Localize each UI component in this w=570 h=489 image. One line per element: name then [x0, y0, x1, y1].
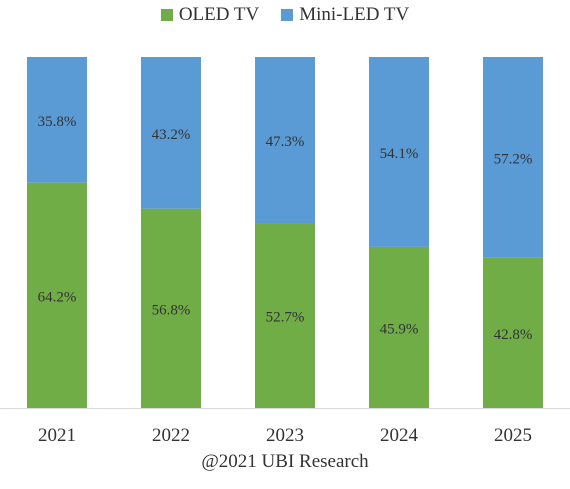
bar-oled-2025: [483, 257, 543, 408]
legend-swatch-mini-led: [281, 9, 294, 21]
x-tick-label-2022: 2022: [152, 425, 190, 446]
bar-mini-led-2021: [27, 57, 87, 183]
bar-oled-2021: [27, 182, 87, 408]
x-tick-label-2025: 2025: [494, 425, 532, 446]
bar-oled-2023: [255, 223, 315, 408]
data-label-oled-2024: 45.9%: [380, 321, 419, 337]
bar-mini-led-2024: [369, 57, 429, 247]
data-label-mini-led-2022: 43.2%: [152, 127, 191, 143]
bar-mini-led-2023: [255, 57, 315, 224]
x-tick-label-2023: 2023: [266, 425, 304, 446]
x-tick-label-2024: 2024: [380, 425, 419, 446]
x-tick-label-2021: 2021: [38, 425, 76, 446]
bar-mini-led-2025: [483, 57, 543, 258]
data-label-oled-2021: 64.2%: [38, 289, 77, 305]
chart-legend: OLED TV Mini-LED TV: [0, 4, 570, 26]
legend-swatch-oled: [160, 9, 173, 21]
legend-item-mini-led: Mini-LED TV: [281, 4, 409, 26]
bar-oled-2022: [141, 208, 201, 408]
bar-oled-2024: [369, 246, 429, 408]
chart-credit: @2021 UBI Research: [201, 451, 369, 472]
data-label-oled-2023: 52.7%: [266, 310, 305, 326]
data-label-mini-led-2023: 47.3%: [266, 134, 305, 150]
legend-label-oled: OLED TV: [178, 4, 260, 25]
data-label-oled-2025: 42.8%: [494, 327, 533, 343]
data-label-mini-led-2021: 35.8%: [38, 114, 77, 130]
data-label-mini-led-2024: 54.1%: [380, 146, 419, 162]
data-label-mini-led-2025: 57.2%: [494, 151, 533, 167]
legend-item-oled: OLED TV: [160, 4, 260, 26]
data-label-oled-2022: 56.8%: [152, 302, 191, 318]
legend-label-mini-led: Mini-LED TV: [299, 4, 410, 25]
bar-mini-led-2022: [141, 57, 201, 209]
